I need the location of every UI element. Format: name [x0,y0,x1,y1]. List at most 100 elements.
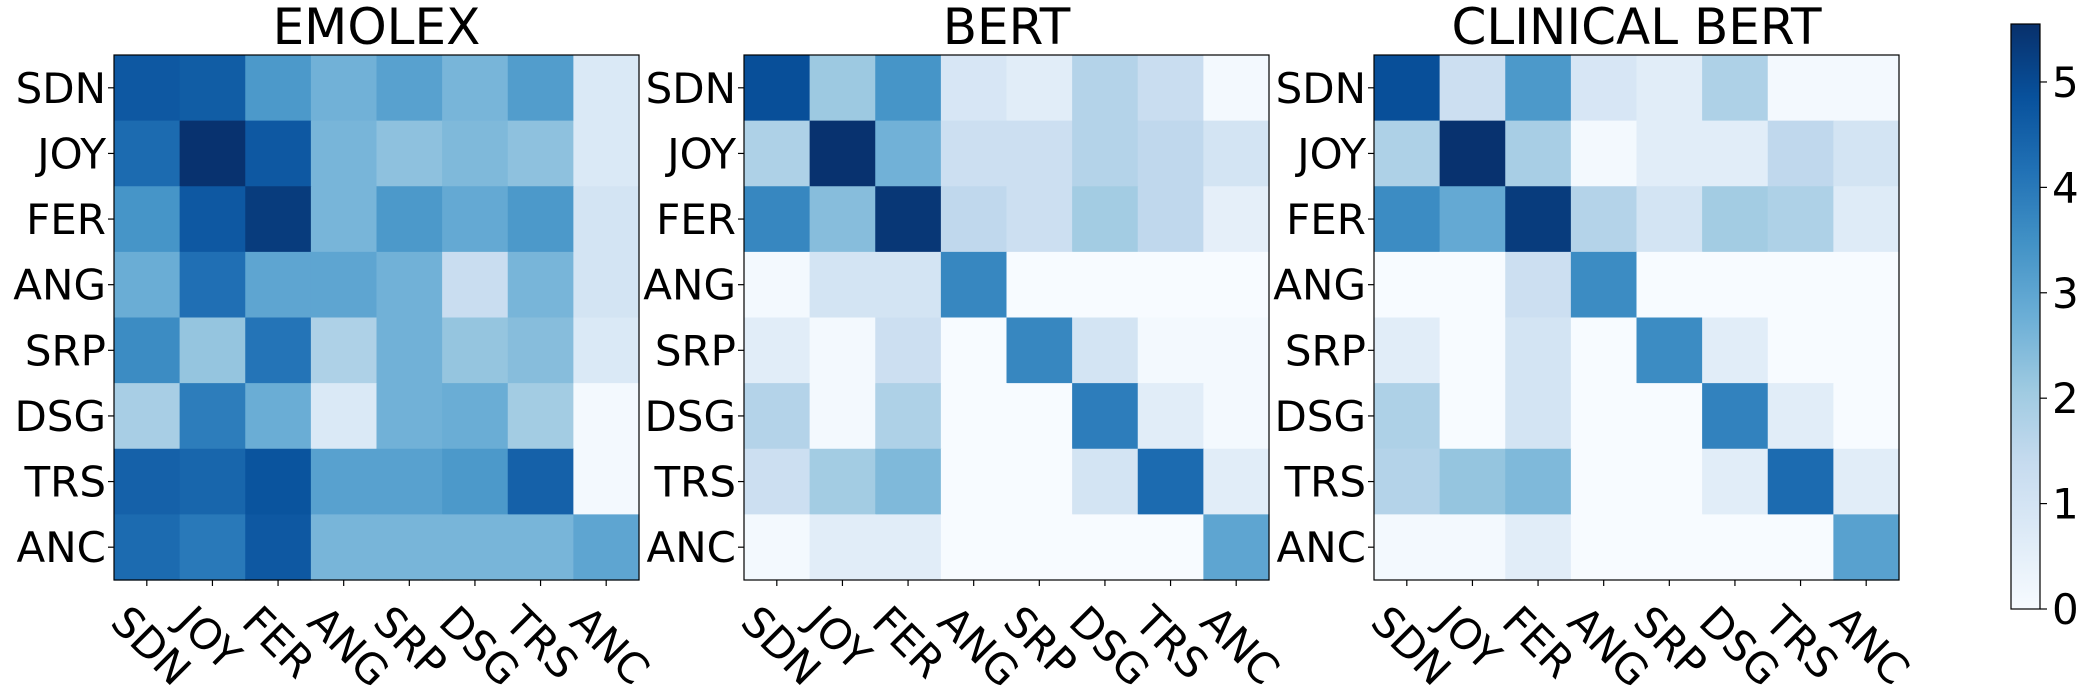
y-tick-label: TRS [1284,458,1367,507]
heatmap-cell [1137,448,1204,515]
heatmap-panel-emolex: EMOLEX SDNJOYFERANGSRPDSGTRSANCSDNJOYFER… [13,0,659,691]
heatmap-cell [1006,383,1073,450]
heatmap-cell [744,383,811,450]
heatmap-cell [310,448,378,515]
heatmap-cell [1570,383,1638,450]
heatmap-cell [940,55,1008,122]
heatmap-cell [1006,317,1073,384]
heatmap-cell [875,317,942,384]
heatmap-cell [1374,120,1441,187]
y-tick-label: FER [656,195,736,244]
heatmap-cell [809,251,876,319]
heatmap-cell [809,448,876,515]
y-tick-label: JOY [664,129,736,178]
heatmap-cell [245,55,312,122]
heatmap-cell [875,186,942,253]
heatmap-cell [1439,448,1506,515]
heatmap-cell [1833,448,1900,515]
heatmap-cell [1833,383,1900,450]
heatmap-cell [1203,448,1270,515]
heatmap-cell [1072,448,1139,515]
heatmap-cell [442,317,509,384]
y-tick-label: SRP [1285,326,1366,375]
heatmap-cell [1203,251,1270,319]
heatmap-cell [376,186,443,253]
heatmap-panel-clinical-bert: CLINICAL BERT SDNJOYFERANGSRPDSGTRSANCSD… [1273,0,1919,691]
heatmap-cell [179,448,246,515]
heatmap-cell [1570,120,1638,187]
heatmap-cell [1702,514,1769,581]
y-tick-label: ANG [1273,261,1366,310]
heatmap-cell [179,317,246,384]
heatmap-cell [1767,383,1834,450]
heatmap-cell [1505,448,1572,515]
heatmap-cell [179,55,246,122]
heatmap-cell [1833,120,1900,187]
x-tick-label: ANC [1191,596,1289,691]
heatmap-cell [442,448,509,515]
heatmap-cell [1137,514,1204,581]
heatmap-cell [1137,120,1204,187]
heatmap-cell [573,251,640,319]
heatmap-cell [1072,186,1139,253]
panel-title: EMOLEX [273,0,481,56]
heatmap-cell [1006,251,1073,319]
heatmap-cell [1505,383,1572,450]
heatmap-cell [1072,317,1139,384]
y-tick-label: DSG [644,392,736,441]
heatmap-cell [940,186,1008,253]
heatmap-cell [507,120,574,187]
heatmap-cell [875,251,942,319]
colorbar: 0 1 2 3 4 5 [2010,23,2079,634]
heatmap-cell [1203,186,1270,253]
heatmap-cell [573,186,640,253]
heatmap-cell [507,317,574,384]
heatmap-cell [245,448,312,515]
heatmap-cell [1505,55,1572,122]
heatmap-cell [442,383,509,450]
heatmap-cell [1636,317,1703,384]
heatmap-cell [1006,514,1073,581]
heatmap-cell [573,120,640,187]
heatmap-cell [1137,317,1204,384]
heatmap-cell [507,55,574,122]
colorbar-tick-label: 1 [2052,480,2079,529]
heatmap-cell [1767,251,1834,319]
heatmap-cell [376,120,443,187]
heatmap-cell [940,317,1008,384]
heatmap-cell [1505,186,1572,253]
heatmap-cell [114,251,181,319]
heatmap-cell [744,186,811,253]
heatmap-cell [507,251,574,319]
y-tick-label: ANC [647,523,736,572]
heatmap-cell [376,55,443,122]
heatmap-cell [1006,186,1073,253]
heatmap-cell [310,383,378,450]
heatmap-cell [1439,514,1506,581]
heatmap-cell [1203,55,1270,122]
heatmap-cell [507,514,574,581]
heatmap-cell [1006,120,1073,187]
y-tick-label: ANG [643,261,736,310]
heatmap-cell [1636,448,1703,515]
y-tick-label: SRP [655,326,736,375]
heatmap-cell [1702,448,1769,515]
y-tick-label: SRP [25,326,106,375]
heatmap-cell [245,317,312,384]
heatmap-cell [809,514,876,581]
heatmap-cell [376,317,443,384]
y-tick-label: TRS [24,458,107,507]
x-tick-label: ANC [1821,596,1919,691]
heatmap-cell [1137,383,1204,450]
heatmap-cell [875,514,942,581]
heatmap-cell [179,514,246,581]
heatmap-cell [1439,317,1506,384]
heatmap-cell [310,186,378,253]
heatmap-cell [1072,514,1139,581]
heatmap-cell [507,448,574,515]
plot-frame [743,54,1270,581]
heatmap-cell [507,186,574,253]
heatmap-cell [875,55,942,122]
y-tick-label: FER [26,195,106,244]
heatmap-cell [1072,120,1139,187]
